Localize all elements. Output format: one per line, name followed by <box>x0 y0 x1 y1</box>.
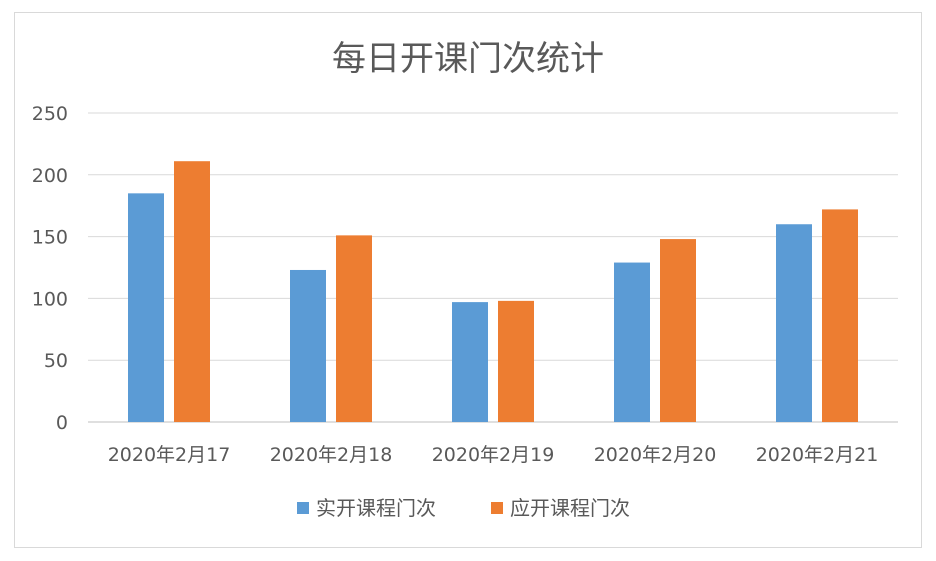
x-category-label: 2020年2月17 <box>108 444 231 466</box>
y-tick-label: 150 <box>32 227 68 249</box>
bar-planned-0 <box>174 161 210 423</box>
bar-planned-1 <box>336 235 372 422</box>
chart-title: 每日开课门次统计 <box>332 39 604 79</box>
bar-actual-4 <box>776 224 812 422</box>
bar-planned-3 <box>660 239 696 422</box>
y-tick-label: 50 <box>44 350 68 372</box>
bar-actual-3 <box>614 262 650 422</box>
legend: 实开课程门次 应开课程门次 <box>297 496 630 520</box>
bar-actual-2 <box>452 302 488 422</box>
y-tick-label: 200 <box>32 165 68 187</box>
bar-actual-0 <box>128 193 164 422</box>
x-category-label: 2020年2月20 <box>594 444 717 466</box>
bar-actual-1 <box>290 269 326 422</box>
legend-swatch <box>491 502 503 514</box>
chart-frame <box>14 12 922 548</box>
bars <box>128 161 858 423</box>
x-category-label: 2020年2月18 <box>270 444 393 466</box>
x-axis-categories: 2020年2月17 2020年2月18 2020年2月19 2020年2月20 2020… <box>108 444 879 466</box>
bar-planned-2 <box>498 300 534 422</box>
legend-label: 应开课程门次 <box>510 496 630 520</box>
bar-planned-4 <box>822 209 858 422</box>
y-tick-label: 250 <box>32 103 68 125</box>
legend-label: 实开课程门次 <box>316 496 436 520</box>
y-axis-ticks: 0 50 100 150 200 250 <box>32 103 68 434</box>
x-category-label: 2020年2月19 <box>432 444 555 466</box>
y-tick-label: 0 <box>56 412 68 434</box>
x-category-label: 2020年2月21 <box>756 444 879 466</box>
gridlines <box>88 112 898 423</box>
legend-swatch <box>297 502 309 514</box>
y-tick-label: 100 <box>32 288 68 310</box>
